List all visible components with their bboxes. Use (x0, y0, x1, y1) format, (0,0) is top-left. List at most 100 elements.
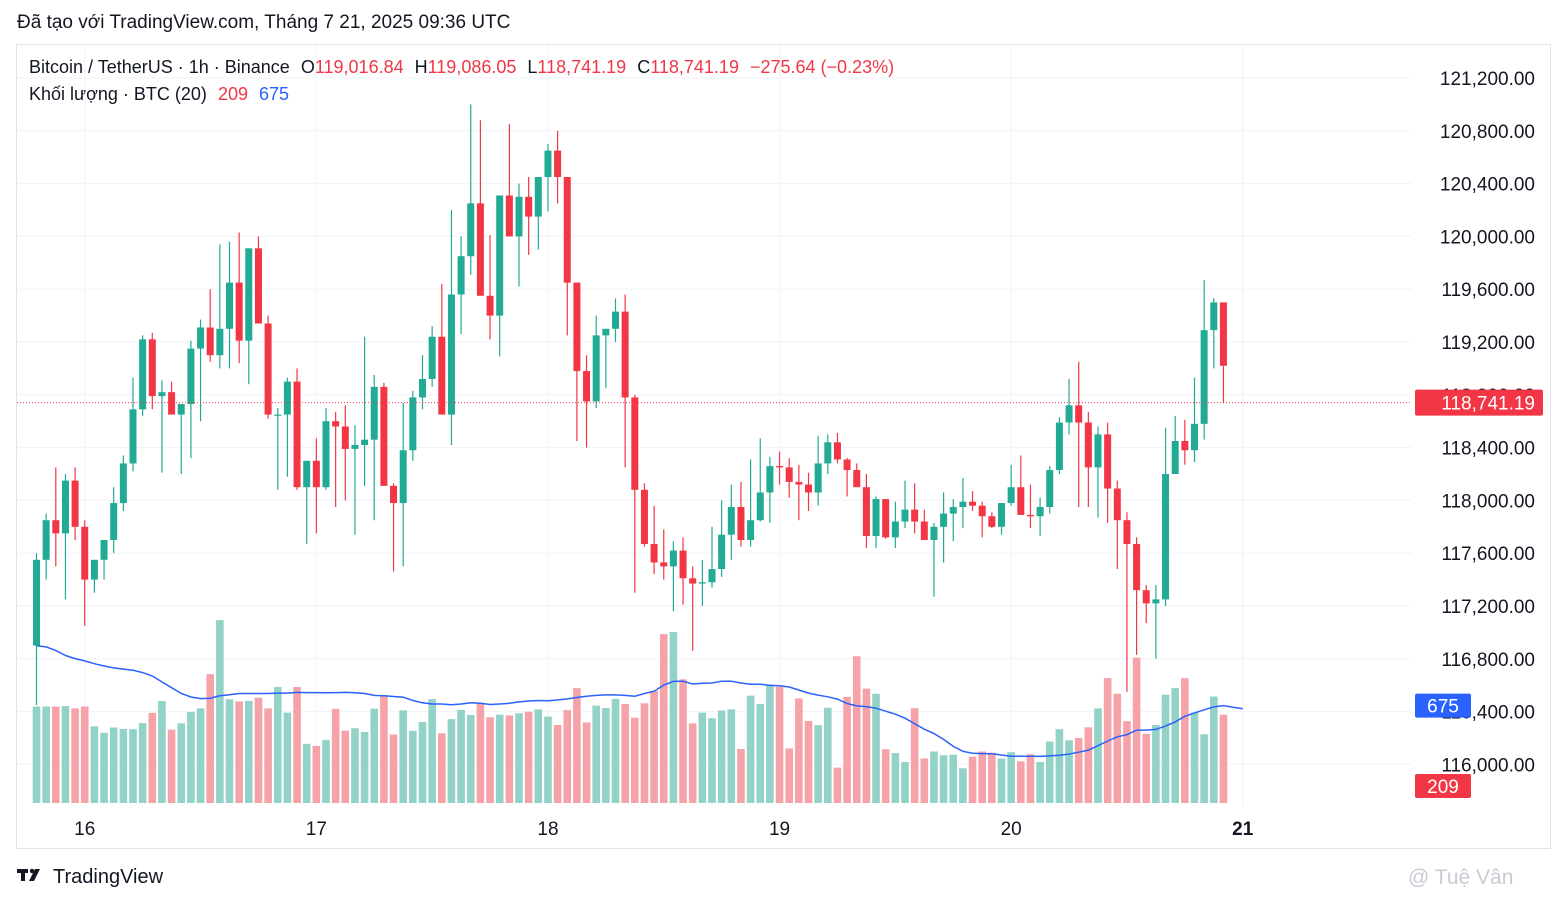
volume-bar (766, 684, 774, 803)
volume-bar (775, 686, 784, 803)
candle-body (1104, 434, 1112, 489)
open-label: O (300, 57, 315, 77)
candle-body (235, 282, 243, 341)
candle-body (467, 203, 475, 257)
volume-bar (621, 704, 629, 803)
volume-bar (1171, 688, 1179, 803)
price-tick-label: 119,200.00 (1441, 333, 1535, 354)
candle-body (882, 499, 890, 538)
volume-bar (949, 754, 958, 803)
volume-bar (312, 745, 321, 803)
tradingview-logo-icon (17, 866, 45, 889)
volume-bar (109, 727, 118, 803)
candle-body (476, 203, 484, 296)
volume-bar (1219, 714, 1228, 803)
volume-bar (187, 711, 195, 803)
last-price-badge (1415, 389, 1543, 416)
candle-body (911, 509, 919, 522)
candle-body (631, 397, 639, 490)
candle-body (1065, 405, 1073, 423)
volume-bar (1113, 693, 1122, 803)
candle-body (1026, 514, 1034, 517)
candle-body (264, 323, 272, 415)
volume-label[interactable]: Khối lượng · BTC (20) (29, 84, 207, 104)
chart-grid (17, 45, 1412, 805)
volume-value: 209 (217, 84, 248, 104)
candle-body (119, 463, 127, 504)
candle-body (1219, 302, 1227, 366)
volume-ma-value: 675 (259, 84, 290, 104)
candle-body (544, 150, 552, 177)
candle-body (814, 463, 822, 493)
volume-bar (476, 703, 485, 803)
volume-ma-line (36, 645, 1243, 758)
candle-body (1191, 423, 1198, 451)
candle-body (621, 311, 629, 398)
candle-body (61, 480, 69, 534)
candlesticks (33, 104, 1227, 705)
high-value: 119,086.05 (427, 57, 517, 77)
candle-body (969, 501, 977, 506)
close-label: C (637, 57, 651, 77)
volume-bar (573, 688, 581, 803)
candle-body (1007, 487, 1015, 504)
volume-bar (698, 712, 707, 803)
candle-body (274, 414, 282, 416)
volume-bar (717, 710, 726, 803)
candle-body (361, 439, 369, 445)
candle-body (216, 328, 224, 356)
volume-bar (901, 762, 909, 803)
symbol-label[interactable]: Bitcoin / TetherUS · 1h · Binance (29, 57, 290, 77)
volume-bar (351, 728, 359, 803)
volume-badge (1415, 774, 1471, 798)
candle-body (573, 282, 581, 372)
volume-bar (1007, 752, 1015, 803)
volume-bar (920, 758, 929, 803)
last-price-badge-label: 118,741.19 (1441, 394, 1535, 415)
volume-bar (447, 719, 456, 803)
volume-bar (129, 729, 137, 803)
candle-body (949, 507, 957, 514)
price-tick-label: 120,800.00 (1440, 122, 1535, 143)
candle-body (505, 195, 513, 237)
candle-body (33, 559, 40, 646)
volume-bar (206, 674, 214, 803)
volume-bar (592, 705, 600, 803)
tradingview-logo-text: TradingView (53, 866, 164, 888)
candle-body (853, 470, 861, 488)
chart-frame[interactable] (16, 44, 1551, 849)
price-tick-label: 117,200.00 (1441, 597, 1535, 618)
candle-body (650, 543, 658, 563)
candle-body (534, 177, 542, 217)
candle-body (862, 487, 870, 537)
volume-bar (534, 709, 543, 803)
volume-bar (495, 714, 504, 803)
volume-bar (1036, 762, 1044, 803)
candle-body (283, 381, 291, 415)
candle-body (168, 392, 176, 415)
volume-bar (582, 722, 591, 803)
candle-body (341, 426, 349, 449)
candle-body (1017, 487, 1025, 515)
tradingview-logo[interactable]: TradingView (17, 866, 163, 889)
candle-body (940, 513, 948, 527)
volume-bar (553, 724, 562, 803)
candle-body (660, 562, 668, 567)
candle-body (139, 339, 147, 410)
candle-body (679, 550, 687, 579)
candle-body (891, 521, 899, 538)
price-tick-label: 117,600.00 (1441, 544, 1535, 565)
chart-created-header: Đã tạo với TradingView.com, Tháng 7 21, … (17, 12, 511, 33)
volume-bar (891, 753, 900, 803)
volume-bar (409, 730, 417, 803)
candle-body (930, 526, 938, 540)
volume-bar (80, 706, 89, 803)
candle-body (776, 466, 784, 468)
volume-bar (1026, 754, 1035, 803)
volume-bar (785, 748, 793, 803)
volume-bar (679, 679, 687, 803)
candle-body (100, 540, 108, 560)
candle-body (901, 509, 909, 522)
candle-body (920, 521, 928, 540)
